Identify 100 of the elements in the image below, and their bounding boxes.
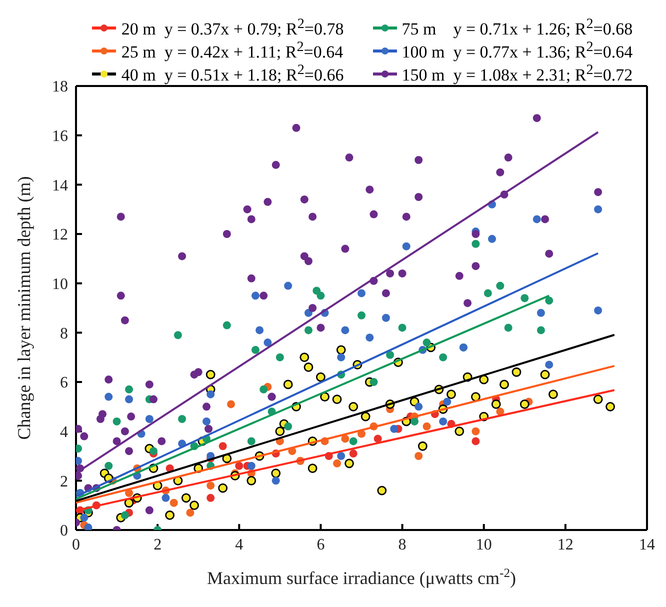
point	[104, 462, 113, 470]
point	[104, 392, 113, 401]
point	[251, 292, 260, 300]
point	[341, 434, 350, 443]
point	[488, 234, 496, 243]
point	[247, 437, 256, 446]
point	[472, 240, 480, 248]
point	[370, 378, 378, 386]
x-tick-label: 8	[398, 536, 406, 554]
point	[174, 331, 182, 340]
y-tick-label: 8	[60, 325, 68, 342]
y-tick-label: 0	[60, 522, 68, 540]
point	[422, 422, 431, 430]
legend-label: 100 m y = 0.77x + 1.36; R$^{2}$=0.64	[402, 38, 633, 62]
point	[125, 395, 134, 404]
y-tick-label: 16	[52, 128, 68, 146]
y-tick-label: 4	[60, 424, 68, 442]
point	[235, 462, 244, 470]
point	[414, 452, 423, 460]
point	[382, 314, 390, 322]
point	[333, 459, 342, 468]
point	[206, 390, 215, 398]
point	[304, 308, 312, 317]
point	[222, 321, 231, 330]
point	[80, 514, 88, 522]
point	[472, 437, 480, 446]
x-tick-label: 14	[639, 536, 655, 554]
point	[439, 417, 448, 426]
point	[284, 422, 292, 430]
point	[366, 334, 374, 342]
legend-label: 75 m y = 0.71x + 1.26; R$^{2}$=0.68	[402, 16, 633, 40]
legend-label: 150 m y = 1.08x + 2.31; R$^{2}$=0.72	[402, 62, 633, 86]
point	[398, 324, 406, 332]
point	[443, 398, 452, 406]
point	[218, 442, 227, 450]
point	[594, 205, 602, 214]
point	[496, 408, 504, 416]
x-axis-title: Maximum surface irradiance (μwatts cm$^{-2}$)	[206, 566, 516, 588]
point	[349, 450, 358, 458]
point	[304, 326, 312, 334]
point	[178, 415, 186, 423]
point	[149, 447, 158, 456]
point	[206, 482, 215, 490]
y-tick-label: 18	[52, 78, 68, 96]
legend-label: 20 m y = 0.37x + 0.79; R$^{2}$=0.78	[121, 16, 344, 40]
point	[532, 215, 541, 224]
point	[386, 350, 394, 359]
point	[251, 346, 260, 354]
point	[496, 282, 504, 290]
point	[341, 326, 350, 334]
x-tick-label: 10	[476, 536, 492, 554]
point	[410, 417, 419, 426]
point	[276, 353, 284, 362]
point	[504, 324, 512, 332]
point	[439, 353, 448, 362]
y-tick-label: 2	[60, 473, 68, 490]
point	[247, 462, 256, 470]
legend-label: 25 m y = 0.42x + 1.11; R$^{2}$=0.64	[121, 38, 344, 62]
legend-label: 40 m y = 0.51x + 1.18; R$^{2}$=0.66	[121, 62, 344, 86]
y-tick-label: 14	[52, 177, 68, 194]
point	[594, 306, 602, 314]
point	[349, 437, 358, 446]
y-tick-label: 12	[52, 226, 68, 244]
point	[120, 511, 129, 520]
point	[422, 338, 431, 347]
point	[484, 289, 492, 298]
point	[390, 424, 398, 433]
x-tick-label: 6	[316, 536, 325, 554]
point	[337, 452, 346, 460]
x-tick-label: 4	[235, 536, 244, 554]
point	[374, 434, 382, 443]
point	[264, 338, 272, 347]
point	[545, 360, 554, 369]
x-tick-label: 12	[557, 536, 574, 554]
x-tick-label: 0	[72, 536, 80, 554]
point	[536, 308, 545, 317]
point	[414, 402, 423, 411]
point	[520, 294, 529, 302]
point	[472, 427, 480, 436]
point	[170, 498, 178, 507]
x-tick-label: 2	[154, 536, 162, 554]
point	[186, 508, 194, 517]
point	[260, 385, 268, 394]
point	[337, 353, 346, 362]
point	[284, 282, 292, 290]
point	[316, 292, 325, 300]
point	[206, 494, 215, 502]
y-tick-label: 6	[60, 374, 68, 392]
point	[402, 242, 410, 250]
point	[145, 415, 154, 423]
point	[202, 417, 211, 426]
point	[84, 524, 92, 530]
point	[358, 311, 366, 320]
point	[536, 326, 545, 334]
point	[125, 385, 134, 394]
point	[162, 494, 170, 502]
point	[545, 296, 554, 305]
y-axis-title: Change in layer minimum depth (m)	[14, 176, 34, 440]
point	[256, 326, 264, 334]
point	[358, 289, 366, 298]
